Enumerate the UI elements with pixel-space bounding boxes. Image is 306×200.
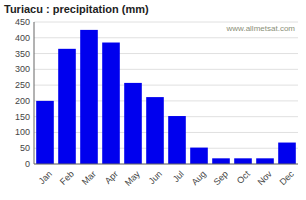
grid-line	[34, 22, 298, 23]
grid-line	[34, 37, 298, 38]
y-tick-label: 0	[25, 159, 30, 169]
title: Turiacu : precipitation (mm)	[4, 3, 149, 15]
x-tick-label: Jun	[147, 169, 164, 186]
x-tick-label: Aug	[190, 169, 208, 187]
bar	[234, 158, 252, 164]
chart-container: Turiacu : precipitation (mm) 0 50 100 150 200…	[0, 0, 306, 200]
bar	[80, 30, 98, 164]
watermark: www.allmetsat.com	[226, 24, 296, 33]
y-tick-label: 100	[15, 127, 30, 137]
bar	[168, 116, 186, 164]
bar	[212, 158, 230, 164]
bar	[58, 49, 76, 164]
bar	[256, 158, 274, 164]
bar	[190, 148, 208, 164]
x-axis-line	[34, 164, 298, 165]
bar	[36, 101, 54, 164]
bar	[102, 43, 120, 164]
y-tick-label: 150	[15, 112, 30, 122]
y-tick-label: 250	[15, 80, 30, 90]
x-axis: JanFebMar AprMay Jun Jul AugSep OctNovDec	[37, 169, 297, 188]
x-tick-label: Apr	[103, 169, 120, 186]
y-tick-label: 400	[15, 33, 30, 43]
grid-line	[34, 164, 298, 165]
x-tick-label: Jul	[171, 169, 186, 184]
y-tick-label: 300	[15, 64, 30, 74]
bars	[36, 30, 296, 164]
x-tick-label: Dec	[278, 169, 297, 188]
x-tick-label: Sep	[212, 169, 230, 187]
x-tick-label: Oct	[235, 169, 252, 186]
chart-svg: Turiacu : precipitation (mm) 0 50 100 150 200…	[0, 0, 306, 200]
y-tick-label: 50	[20, 143, 30, 153]
bar	[146, 97, 164, 164]
x-tick-label: Mar	[80, 169, 98, 187]
y-axis: 0 50 100 150 200 250 300 350 400 450	[15, 17, 298, 169]
y-axis-line	[34, 22, 35, 164]
bar	[278, 143, 296, 164]
bar	[124, 83, 142, 164]
y-tick-label: 450	[15, 17, 30, 27]
x-tick-label: Nov	[256, 169, 275, 188]
x-tick-label: May	[123, 169, 142, 188]
y-tick-label: 200	[15, 96, 30, 106]
x-tick-label: Jan	[37, 169, 54, 186]
y-tick-label: 350	[15, 49, 30, 59]
x-tick-label: Feb	[58, 169, 76, 187]
